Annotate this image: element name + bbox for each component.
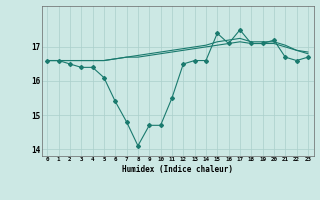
X-axis label: Humidex (Indice chaleur): Humidex (Indice chaleur) [122,165,233,174]
